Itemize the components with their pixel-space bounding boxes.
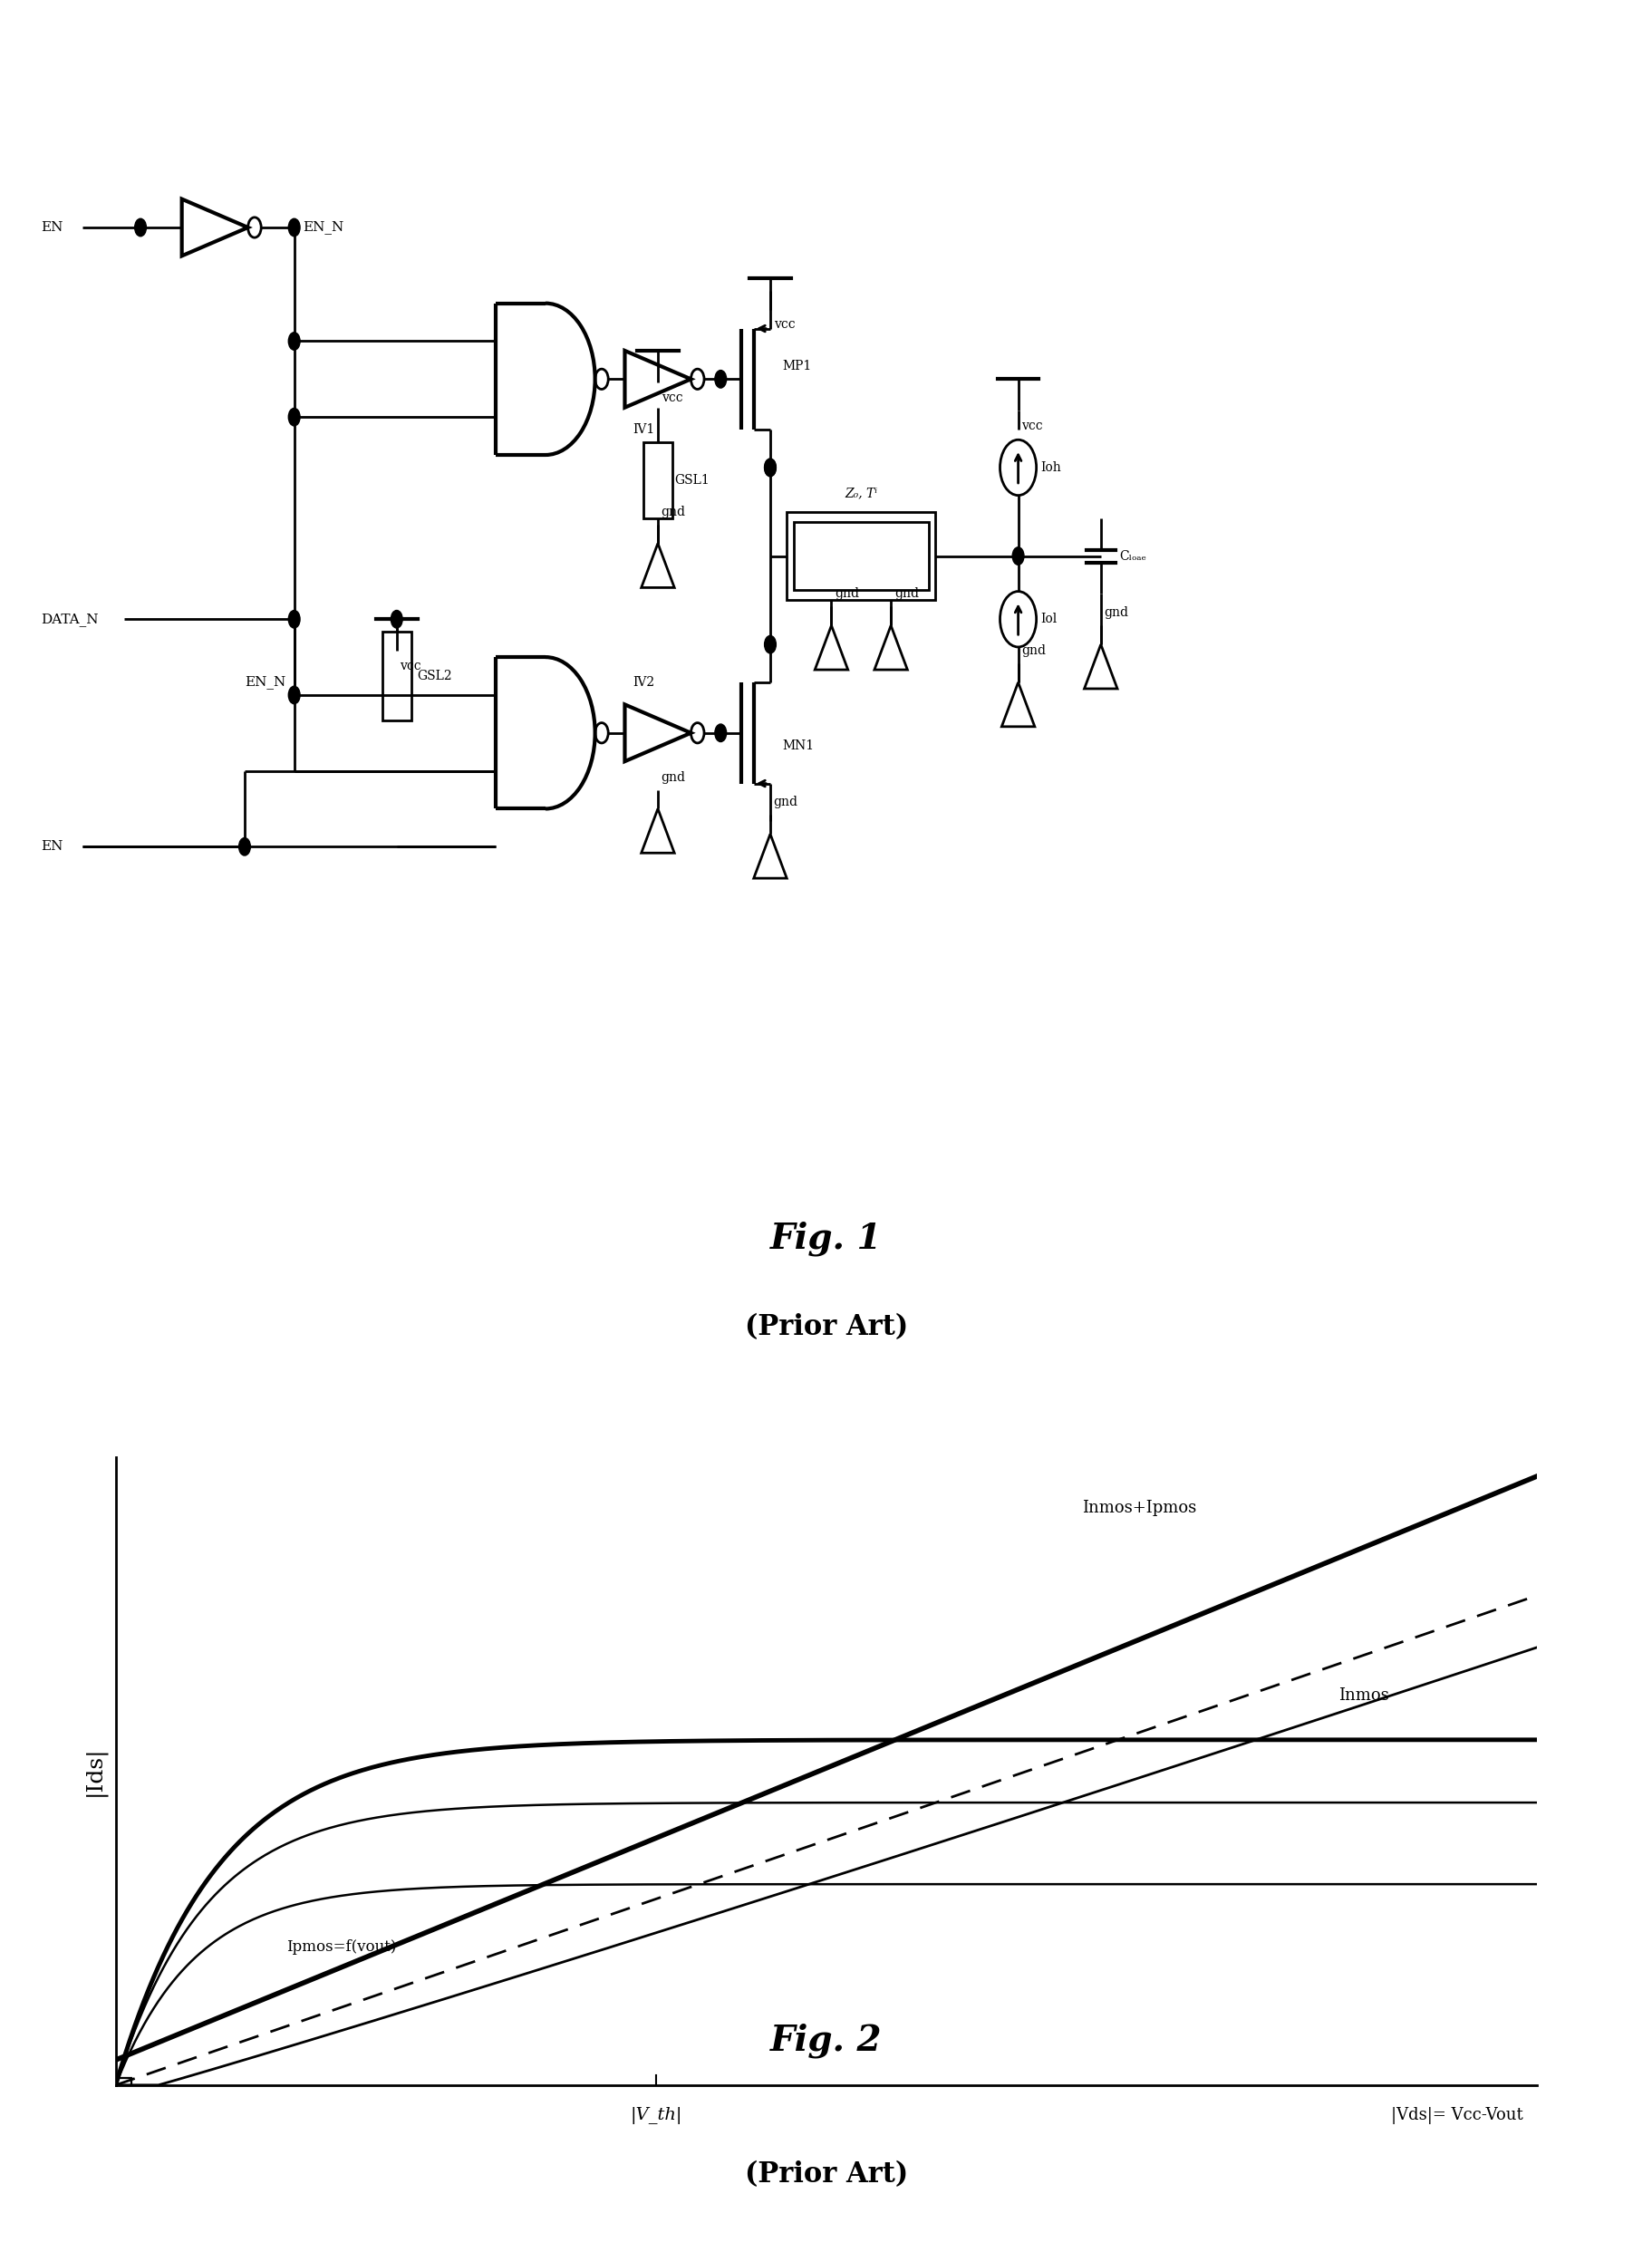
Text: Inmos: Inmos [1338,1688,1388,1704]
Circle shape [240,839,251,856]
Text: IV2: IV2 [633,677,654,688]
Text: gnd: gnd [773,796,798,809]
Bar [101,2078,131,2092]
Circle shape [714,370,725,388]
Circle shape [1011,547,1024,565]
Text: GSL1: GSL1 [674,473,709,487]
Text: EN_N: EN_N [244,675,286,688]
Text: vcc: vcc [661,390,682,404]
Circle shape [392,610,403,628]
Text: |V_th|: |V_th| [629,2107,682,2123]
Circle shape [763,460,776,475]
Bar [101,2078,131,2092]
Text: Z₀, Tⁱ: Z₀, Tⁱ [844,487,877,500]
Text: gnd: gnd [661,504,686,518]
Text: EN: EN [41,841,63,852]
Circle shape [287,220,301,235]
Text: Inmos+Ipmos: Inmos+Ipmos [1082,1500,1196,1516]
Text: EN_N: EN_N [302,220,344,233]
Text: vcc: vcc [1021,419,1042,433]
Bar [793,522,928,590]
Text: Ioh: Ioh [1041,462,1061,473]
Text: vcc: vcc [773,318,795,332]
Y-axis label: |Ids|: |Ids| [83,1747,106,1796]
Text: gnd: gnd [1021,643,1046,657]
Text: gnd: gnd [834,587,859,601]
Circle shape [287,332,301,350]
Text: vcc: vcc [400,659,421,673]
Circle shape [287,408,301,426]
Text: IV1: IV1 [633,424,654,435]
Text: gnd: gnd [1104,608,1128,619]
Text: MN1: MN1 [783,740,814,751]
Bar [786,511,935,601]
Text: MP1: MP1 [783,361,811,372]
Circle shape [763,637,776,652]
Text: gnd: gnd [894,587,919,601]
Text: gnd: gnd [661,771,686,782]
Text: Fig. 2: Fig. 2 [770,2022,882,2058]
Circle shape [287,610,301,628]
Text: Fig. 1: Fig. 1 [770,1222,882,1256]
Text: Ipmos=f(vout): Ipmos=f(vout) [286,1939,396,1955]
Bar [101,2078,131,2092]
Circle shape [287,686,301,704]
Circle shape [135,220,145,235]
Text: |Vds|= Vcc-Vout: |Vds|= Vcc-Vout [1389,2107,1521,2123]
Bar [643,442,672,518]
Text: DATA_N: DATA_N [41,612,99,626]
Text: Iol: Iol [1041,612,1057,626]
Bar [382,632,411,720]
Text: EN: EN [41,222,63,233]
Text: Cₗₒₐₑ: Cₗₒₐₑ [1118,549,1146,563]
Text: (Prior Art): (Prior Art) [745,1314,907,1341]
Text: GSL2: GSL2 [416,670,453,682]
Circle shape [763,460,776,475]
Circle shape [714,724,725,742]
Text: (Prior Art): (Prior Art) [745,2161,907,2188]
